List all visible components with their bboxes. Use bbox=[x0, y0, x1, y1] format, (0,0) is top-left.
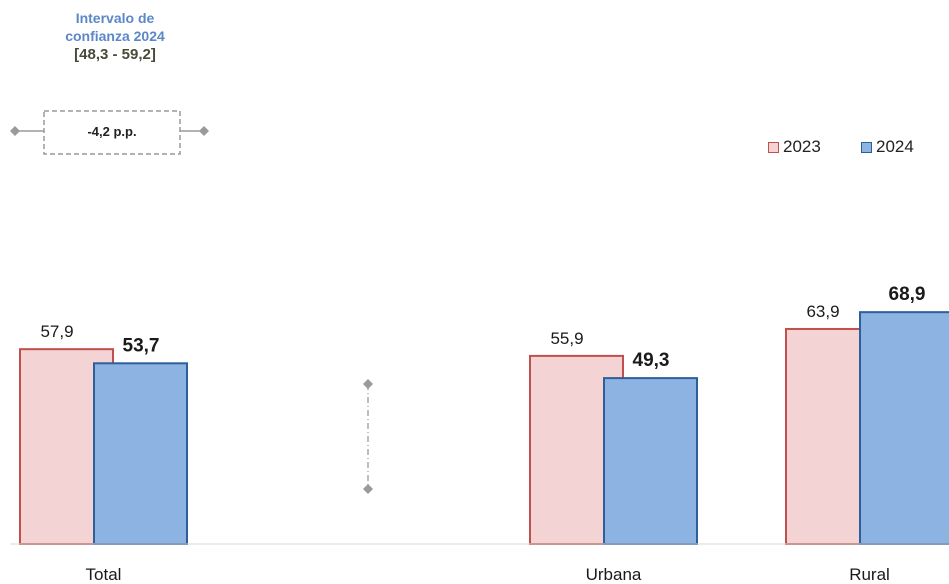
data-label-total-2023: 57,9 bbox=[40, 322, 73, 341]
data-label-urbana-2024: 49,3 bbox=[633, 350, 670, 371]
legend-item-2024: 2024 bbox=[861, 137, 914, 157]
change-connector-left-diamond bbox=[10, 126, 20, 136]
data-label-urbana-2023: 55,9 bbox=[550, 329, 583, 348]
legend-label-2023: 2023 bbox=[783, 137, 821, 156]
connector-diamond-bottom bbox=[363, 484, 373, 494]
bar-total-2024 bbox=[93, 362, 188, 545]
confidence-interval-range: [48,3 - 59,2] bbox=[74, 46, 156, 63]
connector-diamond-top bbox=[363, 379, 373, 389]
change-box bbox=[43, 110, 181, 155]
data-label-rural-2023: 63,9 bbox=[806, 302, 839, 321]
legend-label-2024: 2024 bbox=[876, 137, 914, 156]
bar-rural-2024 bbox=[859, 311, 949, 545]
change-connector-right-diamond bbox=[199, 126, 209, 136]
legend-swatch-2023 bbox=[768, 141, 779, 153]
category-label-rural: Rural bbox=[849, 565, 890, 584]
category-label-urbana: Urbana bbox=[586, 565, 642, 584]
confidence-interval-title-line1: Intervalo de bbox=[75, 10, 155, 26]
data-label-total-2024: 53,7 bbox=[123, 335, 160, 356]
confidence-interval-title-line2: confianza 2024 bbox=[65, 28, 165, 44]
legend-item-2023: 2023 bbox=[768, 137, 821, 157]
category-label-total: Total bbox=[86, 565, 122, 584]
change-label: -4,2 p.p. bbox=[87, 124, 137, 139]
legend-swatch-2024 bbox=[861, 141, 872, 153]
bar-urbana-2024 bbox=[603, 377, 698, 545]
data-label-rural-2024: 68,9 bbox=[889, 284, 926, 305]
